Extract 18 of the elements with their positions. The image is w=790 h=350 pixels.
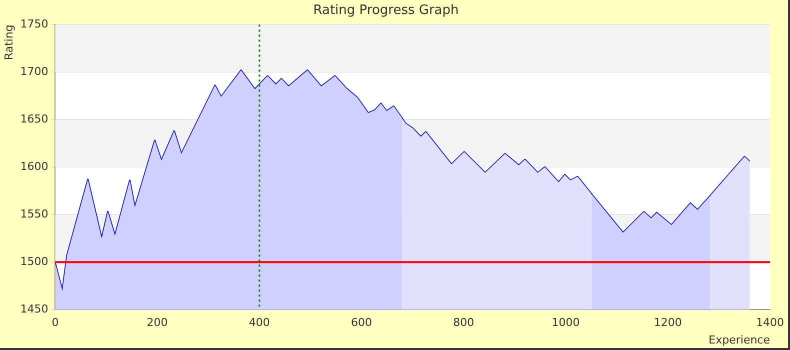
chart-title: Rating Progress Graph [313,3,459,18]
x-tick-label: 1400 [756,316,784,330]
y-tick-label: 1750 [20,17,48,30]
y-tick-label: 1500 [20,254,48,268]
x-tick-label: 600 [351,316,372,330]
y-tick-label: 1700 [20,64,48,78]
x-tick-label: 400 [248,316,270,330]
x-tick-label: 1000 [552,316,580,330]
x-axis-title: Experience [708,333,770,346]
x-tick-label: 0 [52,316,59,330]
x-tick-label: 800 [453,316,474,330]
y-tick-label: 1650 [20,112,48,126]
y-tick-label: 1550 [20,207,48,220]
y-tick-label: 1450 [20,302,48,316]
x-tick-label: 200 [146,316,168,330]
y-tick-label: 1600 [20,160,48,173]
y-axis-title: Rating [2,24,16,60]
x-tick-label: 1200 [654,316,682,330]
